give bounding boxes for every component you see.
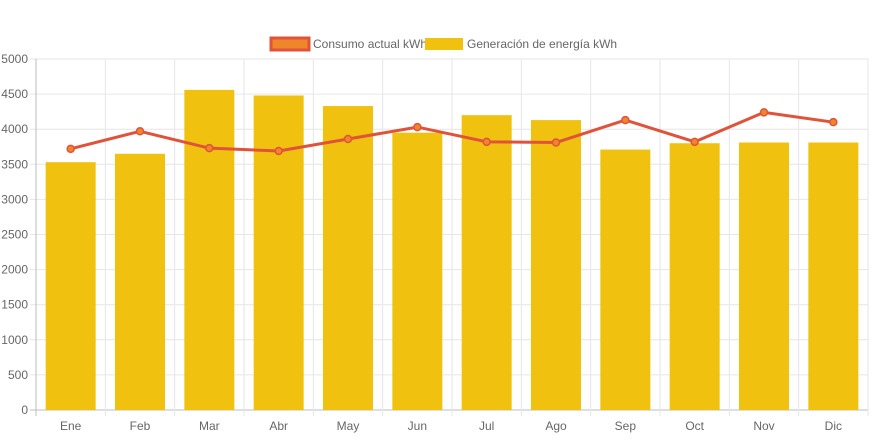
y-tick-label: 2500 [1, 228, 28, 242]
x-tick-label: Mar [199, 419, 220, 433]
line-point-Jul[interactable] [482, 137, 491, 147]
x-tick-label: Dic [825, 419, 842, 433]
line-point-Mar[interactable] [205, 143, 214, 153]
x-tick-label: Nov [753, 419, 774, 433]
x-tick-label: Oct [685, 419, 704, 433]
x-tick-label: Abr [269, 419, 288, 433]
line-point-Jun[interactable] [413, 122, 422, 132]
bar-Ago[interactable] [531, 120, 581, 410]
line-point-Abr[interactable] [274, 146, 283, 156]
x-tick-label: Jul [479, 419, 494, 433]
y-tick-label: 1500 [1, 298, 28, 312]
x-tick-label: Jun [408, 419, 427, 433]
bar-Abr[interactable] [253, 95, 304, 410]
y-tick-label: 4000 [1, 122, 28, 136]
y-tick-label: 4500 [1, 87, 28, 101]
bar-Nov[interactable] [739, 142, 789, 410]
y-tick-label: 1000 [1, 333, 28, 347]
legend-swatch-consumo[interactable] [269, 36, 311, 52]
bar-Dic[interactable] [808, 142, 859, 410]
bar-Feb[interactable] [115, 153, 165, 410]
bar-May[interactable] [323, 106, 373, 410]
line-point-Dic[interactable] [829, 117, 838, 127]
grid [30, 58, 869, 416]
y-tick-label: 2000 [1, 263, 28, 277]
line-point-Nov[interactable] [759, 108, 769, 117]
x-tick-label: Feb [130, 419, 151, 433]
y-tick-label: 3500 [1, 157, 28, 171]
x-tick-label: May [337, 419, 360, 433]
y-tick-label: 0 [21, 403, 28, 417]
bar-Sep[interactable] [600, 149, 651, 411]
bar-Mar[interactable] [184, 89, 235, 410]
y-tick-label: 5000 [1, 52, 28, 66]
bar-Jun[interactable] [392, 132, 443, 410]
y-tick-label: 3000 [1, 192, 28, 206]
bar-Oct[interactable] [669, 143, 720, 411]
bar-Jul[interactable] [461, 115, 512, 410]
line-point-Feb[interactable] [135, 127, 145, 136]
line-point-Oct[interactable] [690, 137, 699, 147]
bar-series [45, 89, 859, 411]
line-series [66, 108, 838, 156]
consumo-line [70, 110, 834, 153]
line-point-Ene[interactable] [66, 144, 75, 154]
legend-label-consumo[interactable]: Consumo actual kWh [313, 37, 427, 51]
line-point-May[interactable] [343, 134, 353, 144]
y-axis-ticks: 0 500 1000 1500 2000 2500 3000 3500 4000 4500 5000 [1, 52, 28, 417]
x-tick-label: Sep [615, 419, 637, 433]
y-tick-label: 500 [8, 368, 28, 382]
legend-swatch-generacion[interactable] [425, 38, 463, 50]
line-point-Ago[interactable] [551, 138, 561, 147]
legend-label-generacion[interactable]: Generación de energía kWh [467, 37, 617, 51]
x-tick-label: Ene [60, 419, 82, 433]
line-point-Sep[interactable] [621, 115, 630, 125]
legend[interactable]: Consumo actual kWh Generación de energía… [269, 36, 617, 52]
bar-Ene[interactable] [45, 162, 96, 410]
x-tick-label: Ago [545, 419, 567, 433]
x-axis-ticks: Ene Feb Mar Abr May Jun Jul Ago Sep Oct Nov Dic [60, 419, 842, 433]
